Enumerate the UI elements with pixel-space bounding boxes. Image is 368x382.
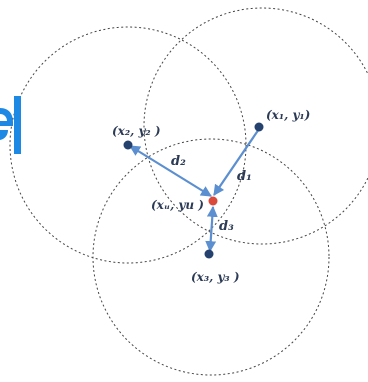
partial-blue-glyph — [0, 96, 21, 154]
range-circle-1 — [143, 7, 368, 245]
distance-arrow-d3 — [205, 205, 218, 253]
range-circle-2 — [9, 26, 247, 264]
anchor-node-1 — [254, 122, 264, 132]
anchor-label-2: (x₂, y₂ ) — [112, 124, 161, 138]
distance-label-d3: d₃ — [219, 219, 234, 234]
anchor-node-3 — [204, 249, 214, 259]
unknown-node — [208, 196, 218, 206]
anchor-label-1: (x₁, y₁) — [266, 108, 310, 122]
distance-label-d2: d₂ — [171, 154, 186, 169]
range-circle-3 — [92, 138, 330, 376]
anchor-label-3: (x₃, y₃ ) — [191, 270, 240, 284]
distance-arrow-d2 — [129, 145, 212, 197]
distance-arrow-d1 — [213, 128, 260, 196]
distance-label-d1: d₁ — [237, 169, 252, 184]
unknown-label: (xᵤ, yu ) — [151, 198, 204, 212]
anchor-node-2 — [123, 140, 133, 150]
